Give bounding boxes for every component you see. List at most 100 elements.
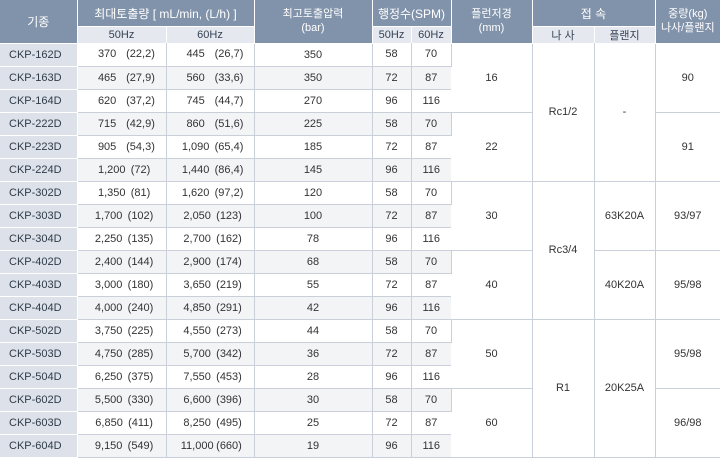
weight-cell: 96/98 [655,388,720,458]
flow-ml-min: 9,150 [94,439,123,452]
table-row: CKP-223D 905 (54,3) 1,090 (65,4) 185 72 87 [0,135,720,159]
flow-ml-min: 5,500 [94,393,123,406]
model-cell: CKP-222D [0,112,78,136]
table-row: CKP-303D 1,700 (102) 2,050 (123) 100 72 87 [0,204,720,228]
flow-60hz-cell: 445 (26,7) [166,43,255,67]
weight-cell: 90 [655,43,720,113]
pressure-cell: 145 [254,158,373,182]
flow-l-h: (219) [216,278,242,291]
flow-l-h: (330) [127,393,154,406]
screw-connection-cell: R1 [532,319,595,458]
stroke-60hz-cell: 70 [411,181,452,205]
stroke-50hz-cell: 96 [372,89,412,113]
stroke-60hz-cell: 87 [411,273,451,297]
pressure-cell: 55 [254,273,373,297]
pressure-cell: 19 [254,434,373,458]
flow-l-h: (97,2) [214,186,244,199]
pressure-cell: 185 [254,135,373,159]
flow-50hz-cell: 3,750 (225) [77,319,167,343]
flow-ml-min: 1,090 [181,140,210,153]
stroke-60hz-cell: 70 [411,319,452,343]
flow-60hz-cell: 8,250 (495) [166,411,255,435]
screw-connection-cell: Rc1/2 [532,43,595,182]
flow-l-h: (225) [127,324,154,337]
flow-l-h: (495) [216,416,242,429]
flow-ml-min: 3,000 [94,278,123,291]
flow-60hz-cell: 7,550 (453) [166,365,255,389]
model-cell: CKP-404D [0,296,78,320]
header-weight-label: 중량(kg) [668,8,708,21]
flow-l-h: (342) [216,347,242,360]
header-flow-50hz: 50Hz [77,26,167,43]
model-cell: CKP-402D [0,250,78,274]
table-row: CKP-302D 1,350 (81) 1,620 (97,2) 120 58 70 30 Rc3… [0,181,720,320]
flange-connection-cell: - [594,43,656,182]
flow-ml-min: 620 [97,94,117,107]
model-cell: CKP-504D [0,365,78,389]
flow-l-h: (42,9) [126,117,155,130]
table-row: CKP-224D 1,200 (72) 1,440 (86,4) 145 96 116 [0,158,720,182]
stroke-50hz-cell: 58 [372,250,412,274]
flow-l-h: (285) [127,347,154,360]
flow-l-h: (37,2) [126,94,155,107]
stroke-50hz-cell: 72 [372,204,412,228]
flow-l-h: (174) [216,255,242,268]
flow-l-h: (291) [216,301,242,314]
flow-l-h: (65,4) [214,140,244,153]
plunger-diameter-cell: 50 [451,319,533,389]
model-cell: CKP-603D [0,411,78,435]
pressure-cell: 270 [254,89,373,113]
flow-50hz-cell: 5,500 (330) [77,388,167,412]
pressure-cell: 350 [254,43,373,67]
model-cell: CKP-602D [0,388,78,412]
header-pressure-unit: (bar) [301,22,325,35]
stroke-60hz-cell: 116 [411,227,451,251]
flow-ml-min: 745 [186,94,205,107]
flow-ml-min: 4,850 [183,301,211,314]
flow-l-h: (54,3) [126,140,155,153]
flow-60hz-cell: 860 (51,6) [166,112,255,136]
pressure-cell: 78 [254,227,373,251]
pressure-cell: 225 [254,112,373,136]
flow-l-h: (144) [127,255,154,268]
flange-connection-cell: 40K20A [594,250,656,320]
stroke-50hz-cell: 58 [372,181,412,205]
stroke-50hz-cell: 96 [372,434,412,458]
weight-cell: 91 [655,112,720,182]
table-row: CKP-162D 370 (22,2) 445 (26,7) 350 58 70 16 Rc1/2… [0,43,720,182]
flow-l-h: (396) [216,393,242,406]
table-row: CKP-164D 620 (37,2) 745 (44,7) 270 96 116 [0,89,720,113]
stroke-50hz-cell: 72 [372,66,412,90]
flow-50hz-cell: 1,350 (81) [77,181,167,205]
flow-60hz-cell: 6,600 (396) [166,388,255,412]
flow-50hz-cell: 4,000 (240) [77,296,167,320]
flow-l-h: (375) [127,370,154,383]
flow-50hz-cell: 6,250 (375) [77,365,167,389]
pressure-cell: 120 [254,181,373,205]
stroke-60hz-cell: 87 [411,411,451,435]
header-stroke-50hz: 50Hz [372,26,412,43]
flow-l-h: (72) [130,163,151,176]
flow-ml-min: 1,700 [94,209,123,222]
pressure-cell: 30 [254,388,373,412]
stroke-50hz-cell: 72 [372,273,412,297]
flow-50hz-cell: 6,850 (411) [77,411,167,435]
flow-ml-min: 5,700 [183,347,211,360]
stroke-50hz-cell: 58 [372,112,412,136]
model-cell: CKP-302D [0,181,78,205]
weight-cell: 95/98 [655,319,720,389]
header-plunger-unit: (mm) [478,22,505,35]
flow-l-h: (27,9) [126,71,155,84]
plunger-diameter-cell: 30 [451,181,533,251]
flow-ml-min: 4,750 [94,347,123,360]
flow-50hz-cell: 2,250 (135) [77,227,167,251]
stroke-50hz-cell: 96 [372,365,412,389]
flow-50hz-cell: 1,700 (102) [77,204,167,228]
flow-50hz-cell: 905 (54,3) [77,135,167,159]
table-row: CKP-304D 2,250 (135) 2,700 (162) 78 96 116 [0,227,720,251]
flow-ml-min: 1,200 [97,163,126,176]
flow-ml-min: 2,700 [183,232,211,245]
model-cell: CKP-164D [0,89,78,113]
flow-60hz-cell: 4,850 (291) [166,296,255,320]
table-row: CKP-503D 4,750 (285) 5,700 (342) 36 72 87 [0,342,720,366]
